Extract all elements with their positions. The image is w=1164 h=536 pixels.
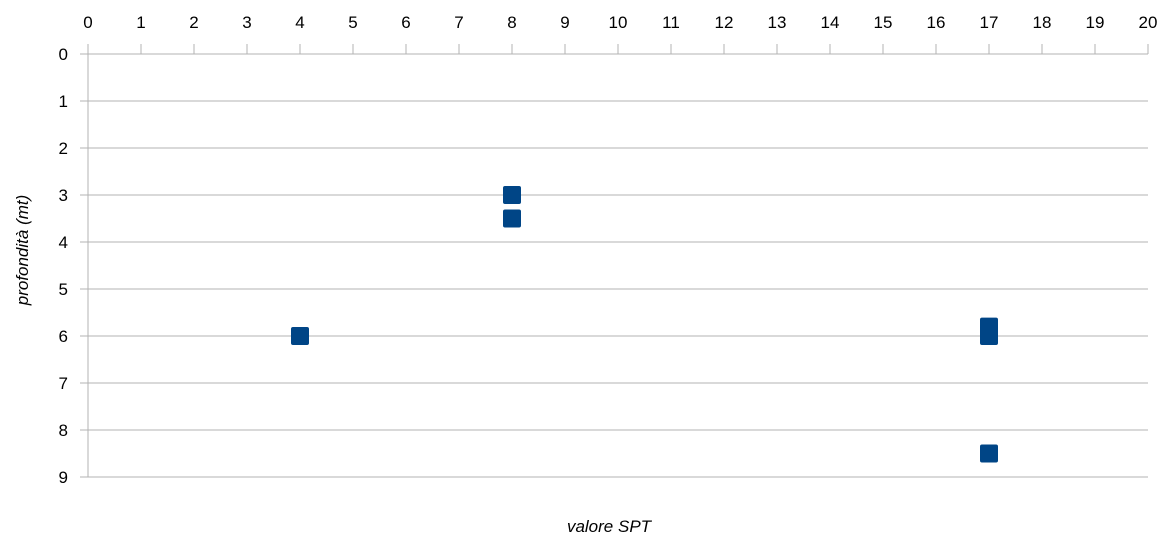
y-tick-label: 7	[59, 374, 68, 393]
x-tick-label: 1	[136, 13, 145, 32]
y-tick-label: 4	[59, 233, 68, 252]
data-point	[503, 209, 521, 228]
x-tick-label: 5	[348, 13, 357, 32]
x-tick-label: 15	[874, 13, 893, 32]
x-tick-label: 11	[662, 13, 680, 32]
data-point	[503, 186, 521, 204]
grid-lines	[88, 53, 1148, 478]
x-tick-label: 9	[560, 13, 569, 32]
axes	[80, 44, 1149, 478]
y-tick-labels: 0 1 2 3 4 5 6 7 8 9	[59, 45, 68, 487]
x-tick-label: 0	[83, 13, 92, 32]
x-tick-label: 12	[715, 13, 734, 32]
data-point	[980, 444, 998, 463]
y-tick-label: 3	[59, 186, 68, 205]
x-tick-labels: 0 1 2 3 4 5 6 7 8 9 10 11 12 13 14 15 16 17 18 19 20	[83, 13, 1157, 32]
x-tick-label: 13	[768, 13, 787, 32]
x-tick-label: 18	[1033, 13, 1052, 32]
x-tick-label: 8	[507, 13, 516, 32]
y-tick-label: 8	[59, 421, 68, 440]
x-tick-label: 19	[1086, 13, 1105, 32]
x-tick-label: 6	[401, 13, 410, 32]
x-tick-label: 16	[927, 13, 946, 32]
x-tick-label: 3	[242, 13, 251, 32]
x-tick-label: 20	[1139, 13, 1158, 32]
y-tick-label: 0	[59, 45, 68, 64]
x-tick-label: 2	[189, 13, 198, 32]
x-tick-label: 14	[821, 13, 840, 32]
x-tick-label: 17	[980, 13, 999, 32]
y-tick-label: 1	[59, 92, 68, 111]
x-tick-label: 4	[295, 13, 304, 32]
x-tick-label: 7	[454, 13, 463, 32]
x-tick-label: 10	[609, 13, 628, 32]
y-tick-label: 5	[59, 280, 68, 299]
data-point	[980, 327, 998, 345]
x-axis-title: valore SPT	[567, 517, 653, 536]
y-tick-label: 2	[59, 139, 68, 158]
data-points	[291, 186, 998, 463]
y-tick-label: 6	[59, 327, 68, 346]
data-point	[291, 327, 309, 345]
y-tick-label: 9	[59, 468, 68, 487]
y-axis-title: profondità (mt)	[13, 195, 32, 307]
